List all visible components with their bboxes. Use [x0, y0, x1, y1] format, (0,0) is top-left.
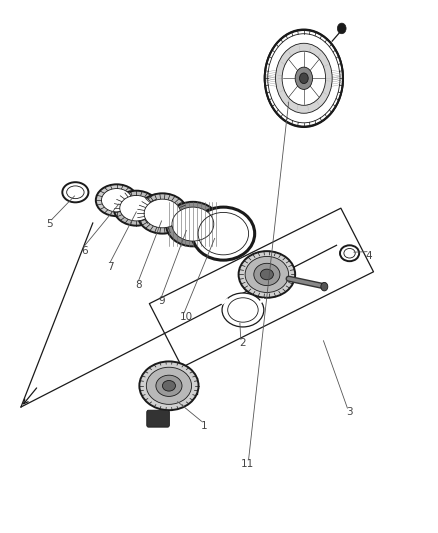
Ellipse shape	[239, 251, 295, 298]
Ellipse shape	[295, 67, 313, 90]
Text: 3: 3	[346, 407, 353, 417]
Ellipse shape	[172, 207, 214, 241]
Ellipse shape	[62, 182, 88, 203]
Ellipse shape	[137, 193, 187, 233]
Ellipse shape	[300, 73, 308, 84]
Ellipse shape	[254, 263, 280, 286]
Ellipse shape	[245, 256, 289, 293]
Ellipse shape	[276, 43, 332, 114]
Ellipse shape	[144, 199, 181, 228]
Ellipse shape	[166, 202, 220, 246]
Ellipse shape	[146, 367, 191, 405]
Ellipse shape	[156, 375, 182, 397]
FancyBboxPatch shape	[147, 410, 170, 427]
Circle shape	[321, 282, 328, 291]
Ellipse shape	[265, 29, 343, 127]
Ellipse shape	[282, 51, 325, 106]
Text: 8: 8	[135, 280, 142, 290]
Ellipse shape	[340, 245, 359, 261]
Ellipse shape	[96, 184, 138, 216]
Ellipse shape	[139, 361, 198, 410]
Text: 9: 9	[158, 296, 165, 306]
Text: 1: 1	[201, 421, 207, 431]
Text: 4: 4	[366, 251, 372, 261]
Ellipse shape	[222, 293, 264, 327]
Ellipse shape	[114, 191, 159, 225]
Text: 6: 6	[81, 246, 88, 256]
Ellipse shape	[260, 269, 273, 280]
Text: 7: 7	[107, 262, 113, 271]
Text: 11: 11	[240, 459, 254, 469]
Circle shape	[337, 23, 346, 34]
Ellipse shape	[102, 189, 132, 212]
Ellipse shape	[192, 207, 254, 260]
Text: 2: 2	[240, 338, 246, 349]
Ellipse shape	[120, 196, 153, 221]
Text: 5: 5	[46, 219, 53, 229]
Text: 10: 10	[180, 312, 193, 322]
Ellipse shape	[162, 381, 176, 391]
